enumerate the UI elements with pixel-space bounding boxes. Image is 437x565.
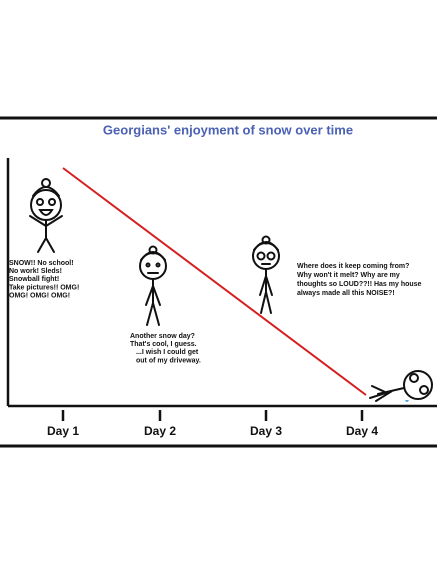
caption-line: Take pictures!! OMG! — [9, 284, 79, 291]
caption-line: OMG! OMG! OMG! — [9, 293, 70, 300]
stick-figure-anxious — [252, 235, 280, 314]
caption-line: No work! Sleds! — [9, 268, 62, 275]
x-label: Day 1 — [47, 424, 79, 438]
chart-title: Georgians' enjoyment of snow over time — [103, 122, 353, 137]
caption-line: Snowball fight! — [9, 276, 59, 283]
x-label: Day 3 — [250, 424, 282, 438]
trend-line — [62, 167, 367, 396]
stick-figure-happy — [29, 178, 63, 253]
tear — [405, 400, 409, 402]
stick-figure-meh — [139, 245, 167, 326]
x-label: Day 2 — [144, 424, 176, 438]
caption-line: ...I wish I could get — [136, 349, 199, 356]
caption-line: always made all this NOISE?! — [297, 290, 395, 297]
captions: SNOW!! No school!No work! Sleds!Snowball… — [9, 260, 422, 365]
caption-line: Why won't it melt? Why are my — [297, 272, 400, 279]
caption-line: out of my driveway. — [136, 357, 201, 364]
caption-line: That's cool, I guess. — [130, 341, 197, 348]
caption-line: Another snow day? — [130, 333, 195, 340]
caption-line: SNOW!! No school! — [9, 260, 74, 267]
x-labels: Day 1 Day 2 Day 3 Day 4 — [47, 410, 378, 438]
caption-line: Where does it keep coming from? — [297, 263, 409, 270]
x-label: Day 4 — [346, 424, 378, 438]
caption-line: thoughts so LOUD??!! Has my house — [297, 281, 422, 288]
stick-figure-collapsed — [369, 370, 433, 402]
